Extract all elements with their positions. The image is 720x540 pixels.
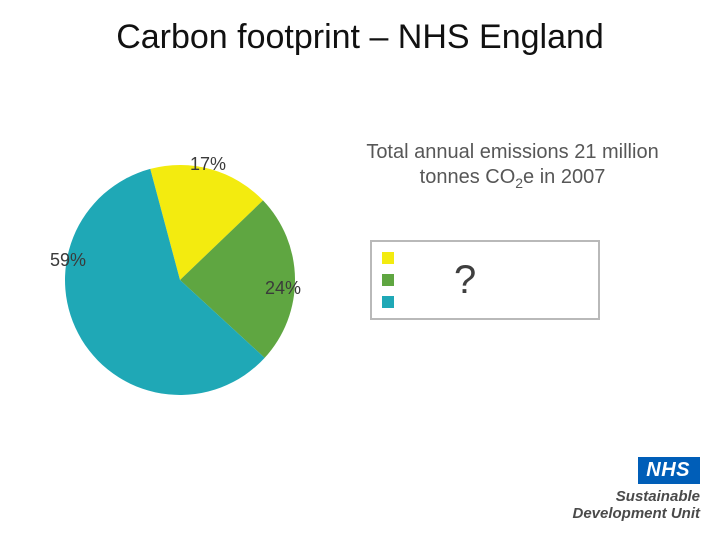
pie-slice-label: 24% xyxy=(265,278,301,299)
pie-chart: 17%24%59% xyxy=(60,160,300,400)
logo-line-1: Sustainable xyxy=(572,488,700,505)
legend-box: ? xyxy=(370,240,600,320)
legend-swatch xyxy=(382,274,394,286)
subtitle-tail: e in 2007 xyxy=(523,166,605,188)
legend-swatch xyxy=(382,252,394,264)
page-title: Carbon footprint – NHS England xyxy=(0,18,720,57)
chart-subtitle: Total annual emissions 21 million tonnes… xyxy=(340,140,685,193)
nhs-logo-box: NHS xyxy=(638,457,700,484)
pie-svg xyxy=(60,160,300,400)
subtitle-sub: 2 xyxy=(515,175,523,191)
logo-line-2: Development Unit xyxy=(572,505,700,522)
footer-logo: NHS Sustainable Development Unit xyxy=(572,457,700,522)
pie-slice-label: 17% xyxy=(190,154,226,175)
subtitle-main: Total annual emissions 21 million tonnes… xyxy=(366,141,658,188)
legend-swatches xyxy=(372,252,394,308)
pie-slice-label: 59% xyxy=(50,250,86,271)
legend-swatch xyxy=(382,296,394,308)
legend-question-mark: ? xyxy=(454,258,476,303)
